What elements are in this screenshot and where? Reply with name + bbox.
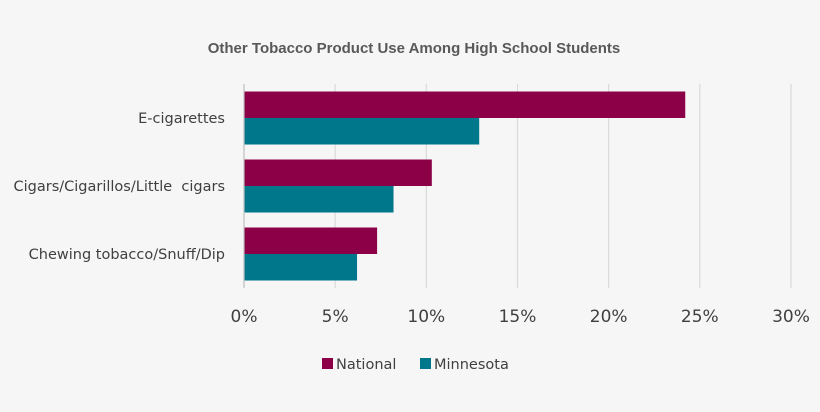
tick-label: 5% [322, 307, 349, 327]
tick-label: 15% [499, 307, 537, 327]
tick-label: 30% [772, 307, 810, 327]
bar-national-2: National: 7.3% [244, 227, 378, 254]
bars: National: 24.2%Minnesota: 12.9% National:… [244, 91, 686, 281]
bar-national-1: National: 10.3% [244, 159, 432, 186]
bar-national-0: National: 24.2% [244, 91, 686, 118]
tick-label: 20% [590, 307, 628, 327]
tick-label: 10% [407, 307, 445, 327]
bar-minnesota-0: Minnesota: 12.9% [244, 118, 480, 145]
bar-minnesota-1: Minnesota: 8.2% [244, 186, 394, 213]
bar-minnesota-2: Minnesota: 6.2% [244, 254, 358, 281]
legend: National Minnesota [322, 357, 509, 373]
category-label: E-cigarettes [138, 111, 225, 127]
tick-label: 25% [681, 307, 719, 327]
legend-swatch-national [322, 358, 333, 369]
tick-label: 0% [231, 307, 258, 327]
category-labels: E-cigarettes Cigars/Cigarillos/Little cig… [14, 111, 226, 263]
legend-label-minnesota: Minnesota [434, 357, 509, 373]
tick-labels: 0% 5% 10% 15% 20% 25% 30% [231, 307, 810, 327]
chart-title: Other Tobacco Product Use Among High Sch… [208, 40, 621, 57]
category-label: Chewing tobacco/Snuff/Dip [29, 247, 225, 263]
legend-label-national: National [336, 357, 396, 373]
category-label: Cigars/Cigarillos/Little cigars [14, 179, 226, 195]
legend-swatch-minnesota [420, 358, 431, 369]
